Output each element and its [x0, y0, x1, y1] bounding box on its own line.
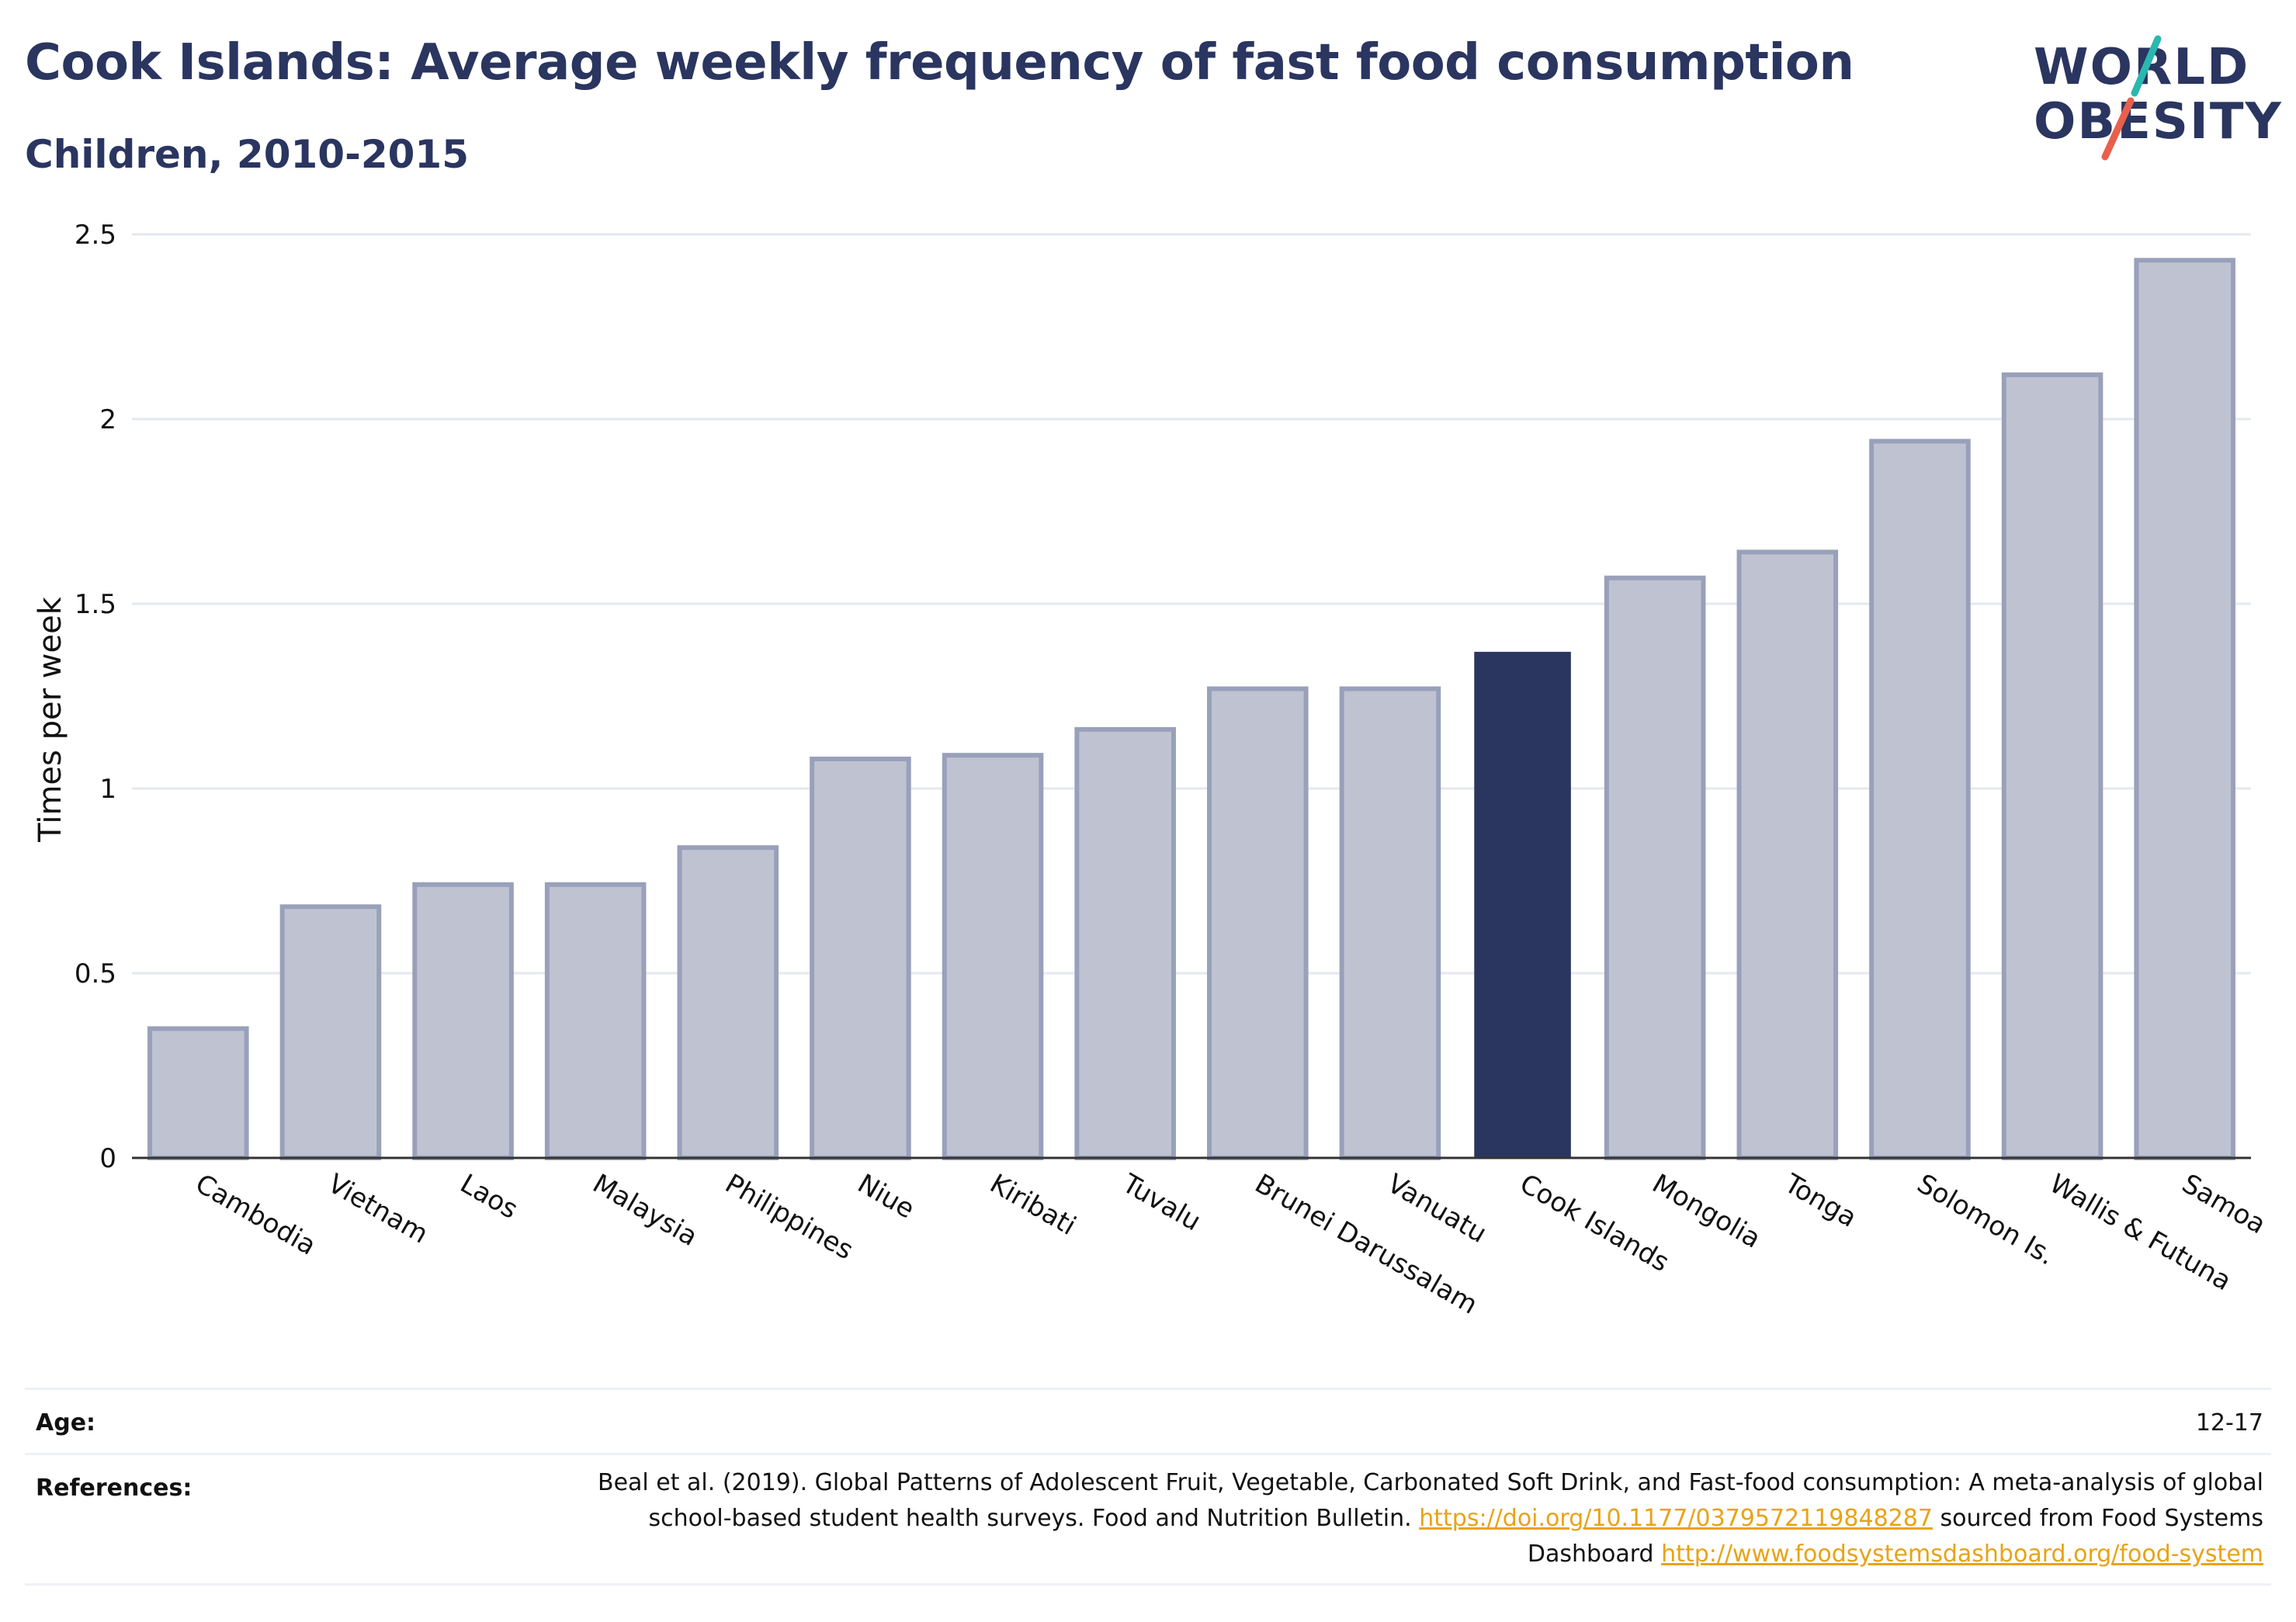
reference-source: sourced from Food Systems Dashboard	[1527, 1505, 2263, 1568]
bar-solomon-is-	[1869, 438, 1971, 1160]
x-tick-label: Laos	[455, 1168, 523, 1225]
y-axis-label: Times per week	[33, 596, 68, 843]
bar-kiribati	[942, 753, 1044, 1160]
x-tick-label: Samoa	[2176, 1168, 2270, 1240]
logo-slash-icon	[2101, 35, 2162, 161]
meta-divider	[25, 1453, 2271, 1455]
meta-divider	[25, 1583, 2271, 1586]
bar-tuvalu	[1074, 726, 1176, 1160]
age-label: Age:	[36, 1409, 96, 1437]
reference-citation: Beal et al. (2019). Global Patterns of A…	[597, 1469, 2263, 1532]
x-tick-label: Tuvalu	[1116, 1168, 1205, 1238]
bar-cook-islands	[1474, 651, 1571, 1158]
x-tick-label: Solomon Is.	[1912, 1168, 2060, 1271]
bar-laos	[412, 882, 514, 1160]
x-tick-label: Vietnam	[322, 1168, 433, 1250]
chart-bars	[147, 258, 2235, 1161]
x-tick-label: Philippines	[720, 1168, 858, 1266]
x-tick-label: Niue	[852, 1168, 920, 1225]
bar-philippines	[677, 845, 779, 1161]
y-tick-label: 1	[99, 774, 116, 805]
world-obesity-logo: WORLD OBESITY	[2018, 23, 2282, 171]
y-axis: 0 0.5 1 1.5 2 2.5	[75, 220, 116, 1174]
meta-divider	[25, 1388, 2271, 1390]
references-text: Beal et al. (2019). Global Patterns of A…	[595, 1465, 2263, 1572]
x-tick-label: Cambodia	[190, 1168, 321, 1262]
chart-title: Cook Islands: Average weekly frequency o…	[25, 34, 1854, 92]
y-tick-label: 0.5	[75, 958, 116, 989]
x-tick-label: Brunei Darussalam	[1250, 1168, 1483, 1321]
references-label: References:	[36, 1475, 192, 1502]
x-tick-label: Vanuatu	[1382, 1168, 1491, 1249]
logo-word-obesity: OBESITY	[2034, 93, 2283, 151]
bar-mongolia	[1604, 575, 1706, 1160]
bar-vietnam	[279, 904, 382, 1160]
x-tick-label: Tonga	[1778, 1168, 1861, 1234]
chart-subtitle: Children, 2010-2015	[25, 132, 469, 177]
dashboard-link[interactable]: http://www.foodsystemsdashboard.org/food…	[1661, 1541, 2263, 1568]
doi-link[interactable]: https://doi.org/10.1177/0379572119848287	[1419, 1505, 1933, 1532]
y-tick-label: 2.5	[75, 220, 116, 251]
x-axis: Cambodia Vietnam Laos Malaysia PhilippinesNi…	[132, 1156, 2271, 1321]
bar-cambodia	[147, 1026, 249, 1161]
bar-chart: Cambodia Vietnam Laos Malaysia PhilippinesNi…	[33, 220, 2271, 1321]
bar-niue	[810, 756, 911, 1160]
bar-malaysia	[544, 882, 647, 1160]
bar-tonga	[1736, 549, 1839, 1160]
bar-samoa	[2134, 258, 2235, 1161]
y-tick-label: 0	[99, 1143, 116, 1174]
x-tick-label: Cook Islands	[1514, 1168, 1674, 1278]
x-tick-label: Kiribati	[985, 1168, 1081, 1242]
age-value: 12-17	[2195, 1409, 2263, 1437]
bar-vanuatu	[1339, 686, 1441, 1160]
x-tick-label: Malaysia	[588, 1168, 703, 1253]
y-tick-label: 1.5	[75, 589, 116, 620]
bar-brunei-darussalam	[1207, 686, 1309, 1160]
x-tick-label: Mongolia	[1647, 1168, 1766, 1255]
y-tick-label: 2	[99, 404, 116, 435]
bar-wallis-futuna	[2001, 372, 2104, 1160]
